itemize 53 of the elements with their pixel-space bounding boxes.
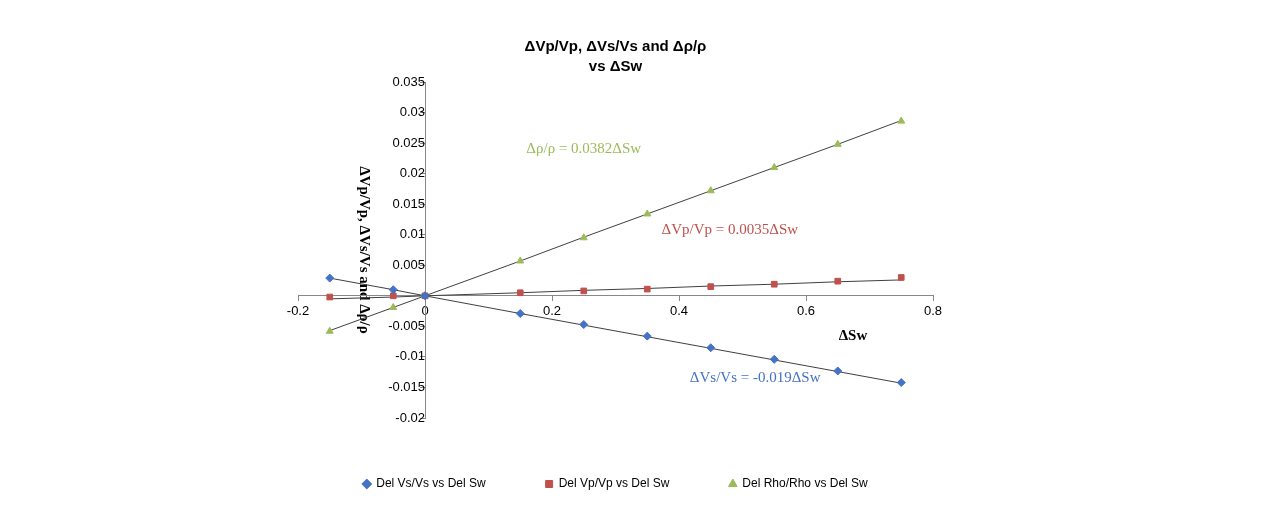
point: [579, 320, 589, 330]
point: [515, 309, 525, 319]
chart-subtitle: vs ΔSw: [588, 57, 643, 75]
point: [897, 274, 905, 281]
point: [580, 287, 588, 295]
point: [326, 293, 334, 301]
y-tick-label: 0.035: [392, 73, 425, 89]
x-tick-label: -0.2: [286, 303, 310, 319]
annotation: Δρ/ρ = 0.0382ΔSw: [526, 140, 642, 157]
legend-label: Del Vp/Vp vs Del Sw: [558, 476, 670, 491]
point: [833, 366, 843, 376]
y-tick-label: -0.01: [395, 348, 425, 364]
point: [388, 285, 398, 295]
point: [579, 233, 588, 241]
legend-label: Del Vs/Vs vs Del Sw: [376, 476, 486, 491]
x-tick-label: 0.2: [542, 303, 562, 319]
annotation: ΔVp/Vp = 0.0035ΔSw: [661, 220, 799, 237]
point: [325, 273, 335, 283]
y-tick-label: -0.005: [388, 317, 425, 333]
y-tick-label: 0.03: [399, 104, 425, 120]
annotation: ΔVs/Vs = -0.019ΔSw: [689, 368, 821, 385]
point: [896, 378, 906, 388]
y-tick-label: 0.02: [399, 165, 425, 181]
point: [325, 326, 334, 334]
point: [770, 163, 779, 171]
point: [897, 116, 906, 124]
point: [643, 285, 651, 293]
x-tick-label: 0.6: [796, 303, 816, 319]
point: [706, 186, 715, 194]
point: [389, 302, 398, 310]
point: [642, 331, 652, 341]
y-tick-label: 0.005: [392, 256, 425, 272]
point: [516, 289, 524, 297]
x-tick-label: 0.4: [669, 303, 689, 319]
chart-title: ΔVp/Vp, ΔVs/Vs and Δρ/ρ: [524, 37, 707, 55]
y-tick-label: 0.025: [392, 134, 425, 150]
point: [643, 209, 652, 217]
y-tick-label: 0.01: [399, 226, 425, 242]
point: [706, 343, 716, 353]
x-tick-label: 0.8: [923, 303, 943, 319]
x-axis-title: ΔSw: [838, 326, 868, 343]
y-tick-label: -0.02: [395, 409, 425, 425]
point: [389, 292, 397, 300]
point: [516, 256, 525, 264]
point: [834, 277, 842, 285]
y-tick-label: -0.015: [388, 379, 425, 395]
y-axis-title: ΔVp/Vp, ΔVs/Vs and Δρ/ρ: [357, 166, 374, 334]
point: [770, 280, 778, 288]
legend-label: Del Rho/Rho vs Del Sw: [742, 476, 869, 491]
point: [833, 139, 842, 147]
point: [707, 283, 715, 290]
point: [769, 354, 779, 364]
y-tick-label: 0.015: [392, 195, 425, 211]
